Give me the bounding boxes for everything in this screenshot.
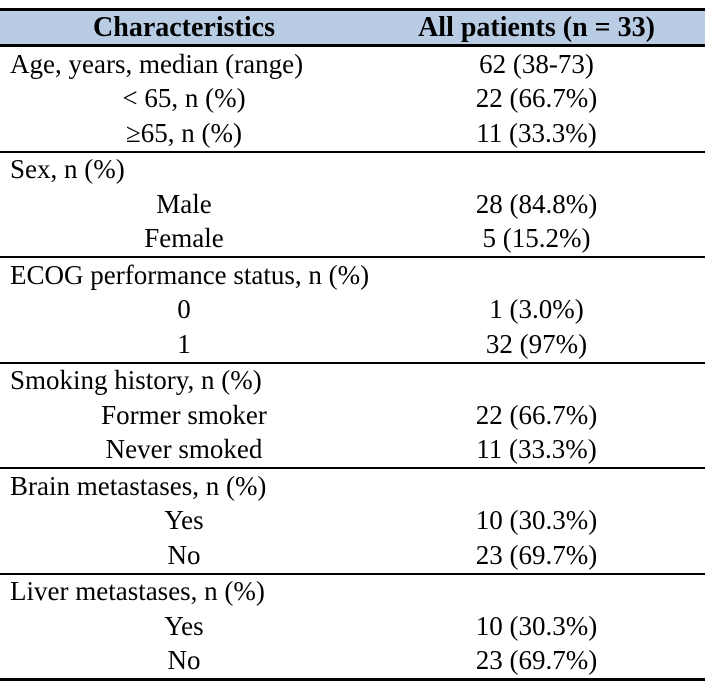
table-row: No 23 (69.7%) (0, 643, 705, 681)
table-row: Age, years, median (range) 62 (38-73) (0, 46, 705, 82)
row-value (368, 467, 705, 504)
row-label-sub: 0 (177, 294, 191, 325)
row-value: 22 (66.7%) (475, 399, 598, 430)
row-value: 32 (97%) (485, 328, 588, 359)
table-row: ≥65, n (%) 11 (33.3%) (0, 116, 705, 152)
row-value (368, 256, 705, 293)
table-row: < 65, n (%) 22 (66.7%) (0, 82, 705, 117)
table-row: Male 28 (84.8%) (0, 187, 705, 222)
row-value: 22 (66.7%) (475, 83, 598, 114)
row-value: 28 (84.8%) (475, 188, 598, 219)
row-value: 10 (30.3%) (475, 505, 598, 536)
page: Characteristics All patients (n = 33) Ag… (0, 8, 705, 681)
table-row: 1 32 (97%) (0, 327, 705, 363)
table-row: ECOG performance status, n (%) (0, 256, 705, 293)
row-label-sub: < 65, n (%) (122, 83, 246, 114)
row-value: 11 (33.3%) (476, 434, 597, 465)
row-label-sub: Female (144, 223, 224, 254)
row-label-sub: Male (156, 188, 212, 219)
row-label-sub: ≥65, n (%) (125, 117, 243, 148)
table-row: Female 5 (15.2%) (0, 222, 705, 258)
table-row: Smoking history, n (%) (0, 361, 705, 398)
row-label-sub: 1 (177, 328, 191, 359)
table-row: Yes 10 (30.3%) (0, 504, 705, 539)
row-value: 11 (33.3%) (476, 117, 597, 148)
patient-characteristics-table: Characteristics All patients (n = 33) Ag… (0, 8, 705, 681)
row-label-category: Sex, n (%) (0, 150, 368, 187)
row-value (368, 150, 705, 187)
row-value: 1 (3.0%) (489, 294, 584, 325)
row-label-category: Liver metastases, n (%) (0, 572, 368, 609)
table-row: 0 1 (3.0%) (0, 293, 705, 328)
row-label-sub: Yes (164, 610, 204, 641)
table-row: Yes 10 (30.3%) (0, 609, 705, 644)
header-row: Characteristics All patients (n = 33) (0, 8, 705, 47)
row-label-sub: Never smoked (105, 434, 263, 465)
row-value: 23 (69.7%) (368, 643, 705, 681)
row-value: 5 (15.2%) (482, 223, 591, 254)
row-label-category: ECOG performance status, n (%) (0, 256, 368, 293)
row-label-category: Age, years, median (range) (10, 48, 304, 79)
row-value (368, 572, 705, 609)
table-header: Characteristics All patients (n = 33) (0, 8, 705, 47)
row-label-sub: No (0, 643, 368, 681)
row-value (368, 361, 705, 398)
header-cell-all-patients: All patients (n = 33) (368, 8, 705, 47)
row-value: 23 (69.7%) (475, 539, 598, 570)
table-row: Never smoked 11 (33.3%) (0, 433, 705, 469)
row-label-category: Smoking history, n (%) (0, 361, 368, 398)
table-row: Former smoker 22 (66.7%) (0, 398, 705, 433)
header-cell-characteristics: Characteristics (0, 8, 368, 47)
row-label-sub: Yes (164, 505, 204, 536)
row-label-sub: Former smoker (101, 399, 267, 430)
row-label-sub: No (167, 539, 201, 570)
row-value: 10 (30.3%) (475, 610, 598, 641)
row-value: 62 (38-73) (479, 48, 594, 79)
row-label-category: Brain metastases, n (%) (0, 467, 368, 504)
table-row: Sex, n (%) (0, 150, 705, 187)
table-row: No 23 (69.7%) (0, 538, 705, 574)
table-row: Liver metastases, n (%) (0, 572, 705, 609)
table-body: Age, years, median (range) 62 (38-73) < 65… (0, 46, 705, 681)
table-row: Brain metastases, n (%) (0, 467, 705, 504)
